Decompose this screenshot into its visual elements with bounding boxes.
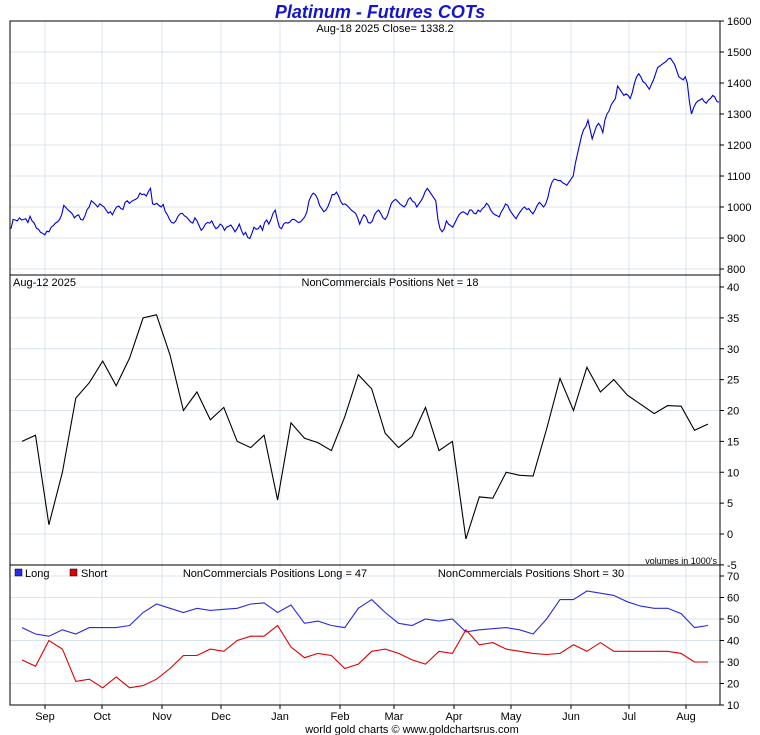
x-tick-label: Aug (676, 711, 696, 723)
short-positions-line (21, 624, 708, 689)
net-date-label: Aug-12 2025 (13, 277, 76, 289)
y-tick-label: 40 (727, 282, 739, 294)
y-tick-label: 50 (727, 614, 739, 626)
panel-frame (9, 20, 721, 276)
short-subtitle: NonCommercials Positions Short = 30 (438, 568, 624, 580)
x-tick-label: Jul (622, 711, 636, 723)
x-tick-label: Jan (271, 711, 289, 723)
y-tick-label: 40 (727, 636, 739, 648)
price-subtitle: Aug-18 2025 Close= 1338.2 (316, 23, 453, 35)
y-tick-label: 20 (727, 406, 739, 418)
x-tick-label: Dec (211, 711, 231, 723)
y-tick-label: 1200 (727, 140, 751, 152)
y-tick-label: 1600 (727, 16, 751, 28)
x-tick-label: Jun (562, 711, 580, 723)
y-tick-label: 70 (727, 571, 739, 583)
footer-credit: world gold charts © www.goldchartsrus.co… (304, 724, 519, 735)
y-tick-label: 1400 (727, 78, 751, 90)
long-subtitle: NonCommercials Positions Long = 47 (183, 568, 367, 580)
x-tick-label: Feb (331, 711, 350, 723)
y-tick-label: 900 (727, 233, 745, 245)
x-tick-label: Oct (93, 711, 110, 723)
y-tick-label: 1100 (727, 171, 751, 183)
x-tick-label: Sep (35, 711, 55, 723)
volume-unit-label: volumes in 1000's (645, 556, 717, 566)
y-tick-label: 1000 (727, 202, 751, 214)
y-tick-label: 10 (727, 700, 739, 712)
y-tick-label: 800 (727, 264, 745, 276)
y-tick-label: 30 (727, 344, 739, 356)
long-positions-line (21, 590, 709, 637)
y-tick-label: 5 (727, 498, 733, 510)
chart-title: Platinum - Futures COTs (274, 2, 486, 22)
legend-long-swatch (14, 568, 23, 577)
x-tick-label: May (501, 711, 522, 723)
x-tick-label: Apr (445, 711, 462, 723)
net-subtitle: NonCommercials Positions Net = 18 (302, 277, 479, 289)
legend-long-label: Long (25, 568, 49, 580)
y-tick-label: 20 (727, 679, 739, 691)
y-tick-label: 1500 (727, 47, 751, 59)
y-tick-label: 25 (727, 375, 739, 387)
y-tick-label: 35 (727, 313, 739, 325)
y-tick-label: 30 (727, 657, 739, 669)
panel-frame (9, 274, 721, 566)
x-tick-label: Mar (385, 711, 404, 723)
y-tick-label: 15 (727, 436, 739, 448)
net-positions-line (21, 314, 709, 540)
price-line (10, 57, 720, 240)
x-tick-label: Nov (152, 711, 172, 723)
y-tick-label: 10 (727, 467, 739, 479)
y-tick-label: 60 (727, 593, 739, 605)
panel-frame (9, 564, 721, 706)
y-tick-label: 1300 (727, 109, 751, 121)
y-tick-label: -5 (727, 560, 737, 572)
legend-short-label: Short (81, 568, 107, 580)
legend-short-swatch (69, 568, 78, 577)
y-tick-label: 0 (727, 529, 733, 541)
